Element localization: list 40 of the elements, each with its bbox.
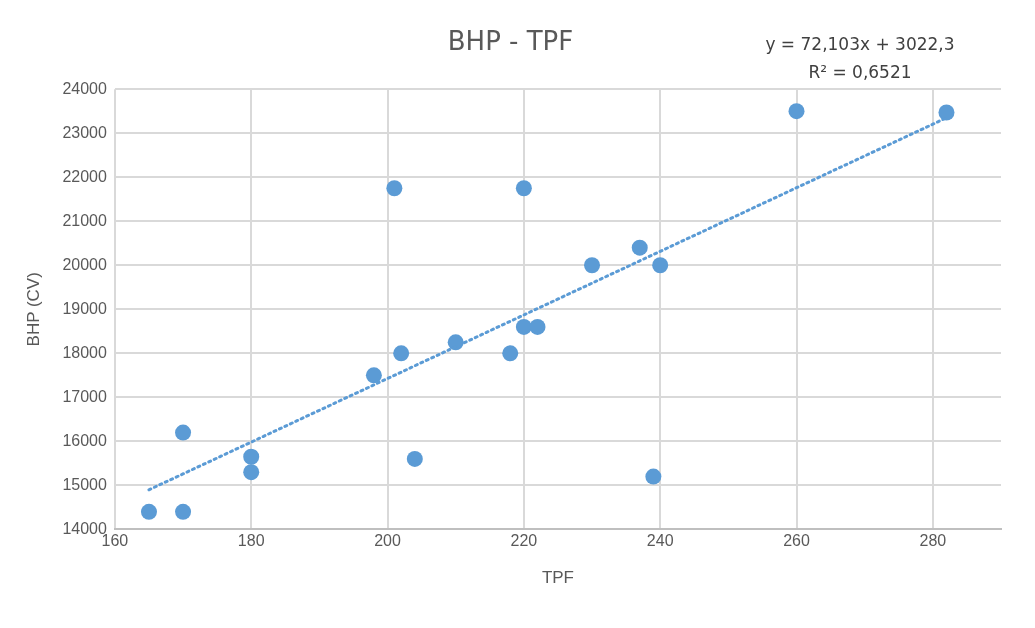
y-tick-label: 23000 bbox=[62, 123, 107, 141]
point bbox=[243, 464, 260, 481]
chart-title: BHP - TPF bbox=[447, 26, 574, 57]
x-tick-label: 200 bbox=[374, 532, 401, 550]
point bbox=[645, 468, 662, 485]
point bbox=[393, 345, 410, 362]
point bbox=[406, 450, 423, 467]
y-tick-label: 19000 bbox=[62, 299, 107, 317]
point bbox=[140, 503, 157, 520]
point bbox=[652, 257, 669, 274]
x-tick-label: 280 bbox=[919, 532, 947, 550]
point bbox=[938, 104, 955, 121]
x-axis-title: TPF bbox=[541, 568, 574, 588]
point bbox=[529, 318, 546, 335]
point bbox=[365, 367, 382, 384]
y-tick-label: 20000 bbox=[62, 255, 107, 273]
y-axis-title: BHP (CV) bbox=[23, 272, 43, 347]
y-tick-label: 21000 bbox=[62, 211, 107, 229]
x-tick-label: 220 bbox=[510, 532, 538, 550]
y-tick-label: 16000 bbox=[62, 431, 107, 449]
y-tick-label: 22000 bbox=[62, 167, 107, 185]
point bbox=[584, 257, 601, 274]
point bbox=[243, 448, 260, 465]
text: R² = 0,6521 bbox=[807, 61, 913, 84]
point bbox=[515, 318, 532, 335]
x-tick-label: 260 bbox=[783, 532, 810, 550]
x-tick-label: 180 bbox=[237, 532, 265, 550]
x-tick-label: 240 bbox=[646, 532, 674, 550]
point bbox=[502, 345, 519, 362]
text: y = 72,103x + 3022,3 bbox=[764, 33, 956, 56]
y-tick-label: 15000 bbox=[62, 475, 107, 493]
point bbox=[175, 503, 192, 520]
y-tick-label: 17000 bbox=[62, 387, 107, 405]
point bbox=[631, 239, 648, 256]
y-tick-label: 24000 bbox=[62, 79, 107, 97]
point bbox=[175, 424, 192, 441]
y-tick-label: 18000 bbox=[62, 343, 107, 361]
point bbox=[386, 180, 403, 197]
point bbox=[515, 180, 532, 197]
point bbox=[788, 103, 805, 120]
